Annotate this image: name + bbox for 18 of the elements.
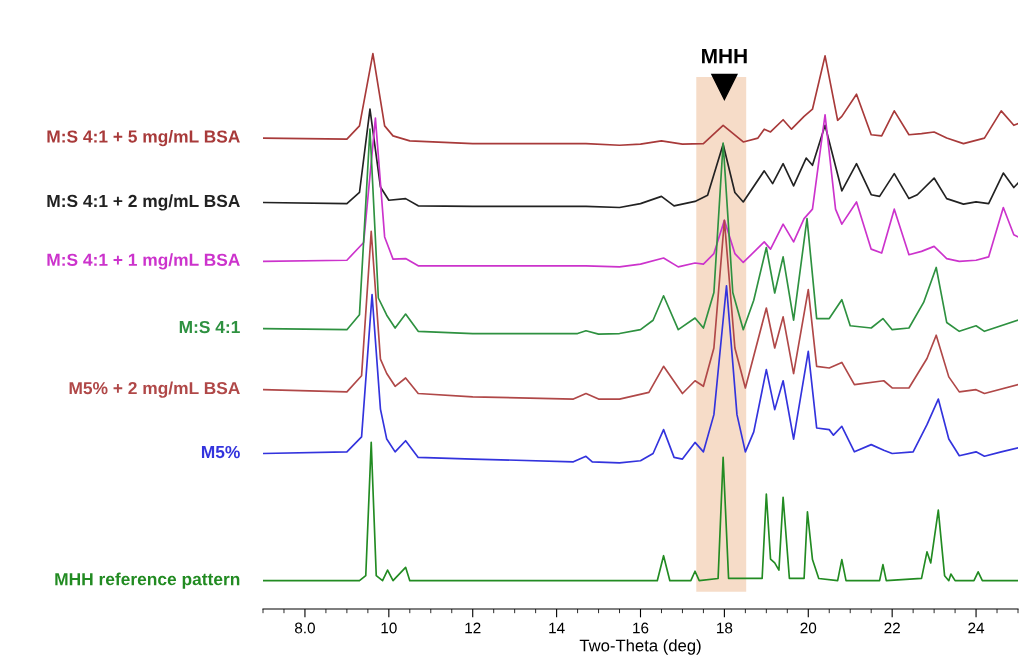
x-tick-label: 14	[549, 622, 565, 634]
x-tick-label: 16	[633, 622, 649, 634]
x-tick-label: 12	[465, 622, 481, 634]
series-label: M:S 4:1 + 1 mg/mL BSA	[47, 253, 240, 270]
x-tick-label: 22	[884, 622, 900, 634]
x-tick-label: 20	[800, 622, 817, 634]
series-label: M:S 4:1 + 2 mg/mL BSA	[47, 194, 240, 211]
series-label: M:S 4:1 + 5 mg/mL BSA	[47, 129, 240, 147]
series-label: MHH reference pattern	[55, 572, 240, 589]
series-label: M5%	[201, 445, 240, 459]
series-label: M5% + 2 mg/mL BSA	[69, 381, 240, 398]
x-axis-title: Two-Theta (deg)	[579, 639, 701, 655]
x-tick-label: 24	[968, 622, 985, 634]
series-label: M:S 4:1	[179, 320, 240, 334]
x-tick-label: 8.0	[294, 622, 315, 634]
annotation: MHH	[702, 48, 747, 64]
x-tick-label: 10	[381, 622, 397, 634]
x-tick-label: 18	[717, 622, 733, 634]
